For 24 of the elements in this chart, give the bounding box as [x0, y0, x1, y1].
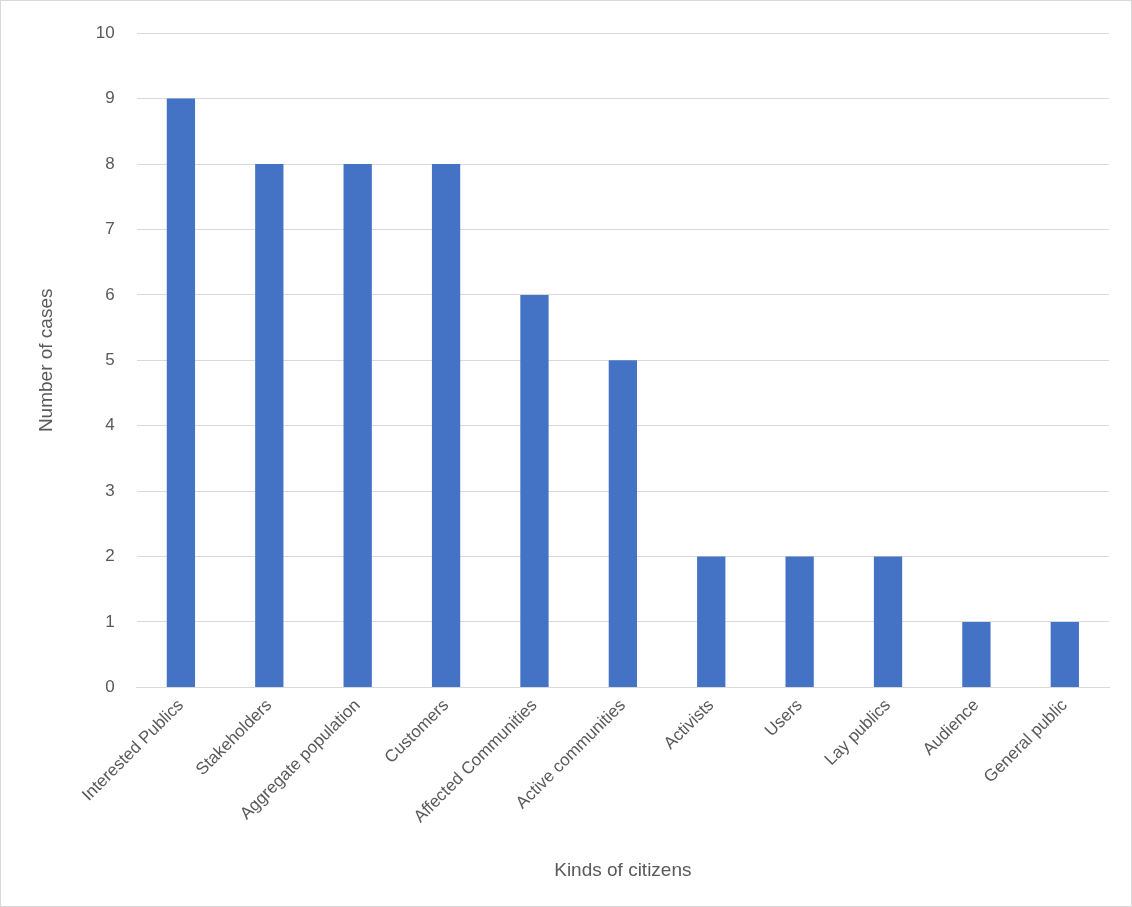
y-tick-label: 7: [105, 219, 115, 239]
y-tick-label: 8: [105, 153, 115, 173]
y-tick-label: 10: [95, 22, 115, 42]
bar: [962, 621, 991, 687]
bar: [431, 164, 461, 687]
bar: [697, 556, 726, 687]
bar: [343, 164, 372, 687]
bar: [1050, 621, 1079, 687]
y-tick-label: 9: [105, 88, 115, 108]
bar: [873, 556, 903, 687]
y-tick-label: 4: [105, 415, 115, 435]
y-tick-label: 3: [105, 480, 115, 500]
y-axis-title: Number of cases: [34, 288, 56, 433]
bar: [520, 294, 549, 687]
y-tick-label: 1: [105, 611, 115, 631]
y-tick-label: 0: [105, 677, 115, 697]
bar: [785, 556, 814, 687]
bar: [166, 98, 196, 687]
y-tick-label: 2: [105, 546, 115, 566]
bar: [608, 360, 637, 687]
y-tick-label: 6: [105, 284, 115, 304]
x-axis-title: Kinds of citizens: [554, 858, 692, 880]
bar: [255, 164, 284, 687]
y-tick-label: 5: [105, 349, 115, 369]
